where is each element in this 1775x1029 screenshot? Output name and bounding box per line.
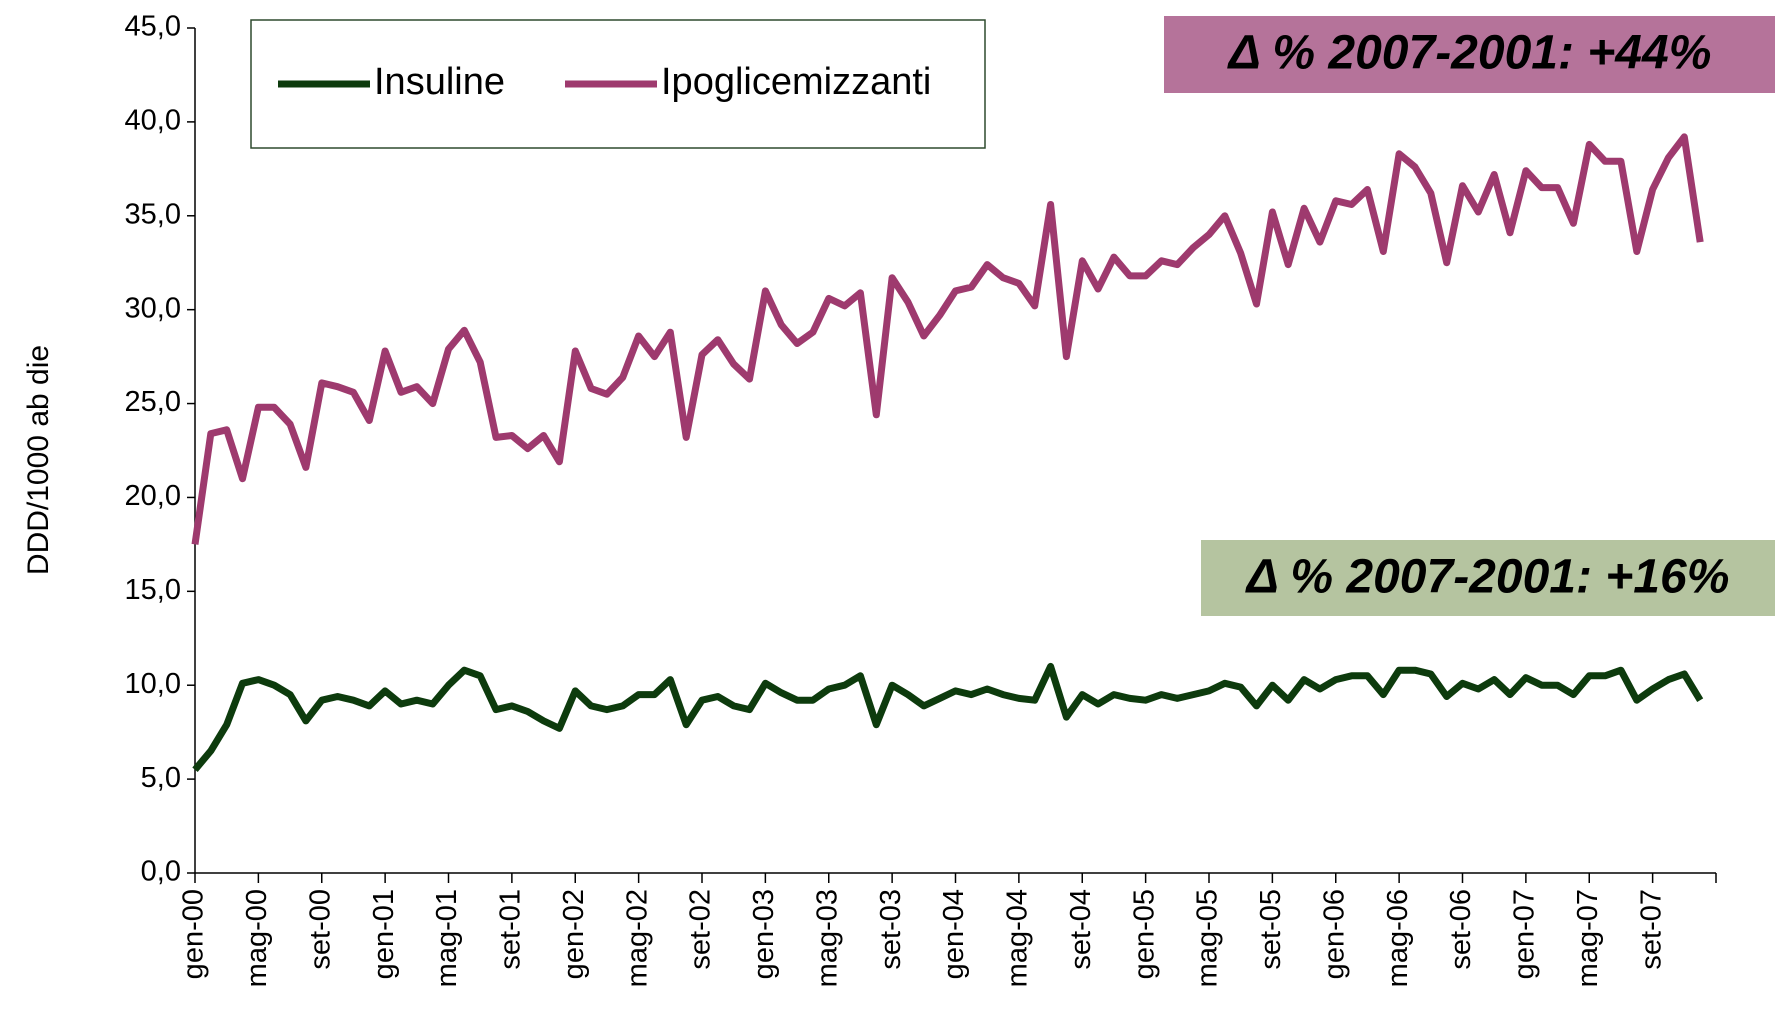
x-tick-label: gen-02 [558, 889, 590, 979]
legend-label: Insuline [374, 61, 505, 103]
x-tick-label: gen-03 [748, 889, 780, 979]
y-tick-label: 35,0 [125, 198, 181, 230]
annotation-box [1164, 16, 1775, 93]
x-tick-label: set-03 [875, 889, 907, 970]
x-tick-label: set-05 [1255, 889, 1287, 970]
legend-label: Ipoglicemizzanti [661, 61, 931, 103]
annotation-box [1201, 540, 1775, 616]
y-tick-label: 0,0 [141, 856, 181, 888]
y-tick-label: 25,0 [125, 386, 181, 418]
y-axis-label: DDD/1000 ab die [22, 345, 55, 575]
x-tick-label: gen-06 [1318, 889, 1350, 979]
x-tick-label: mag-01 [431, 889, 463, 987]
x-tick-label: gen-00 [178, 889, 210, 979]
x-tick-label: mag-05 [1192, 889, 1224, 987]
x-tick-label: set-04 [1065, 889, 1097, 970]
x-tick-label: set-06 [1445, 889, 1477, 970]
y-tick-label: 45,0 [125, 11, 181, 43]
y-tick-label: 15,0 [125, 574, 181, 606]
x-tick-label: mag-07 [1572, 889, 1604, 987]
x-tick-label: gen-01 [368, 889, 400, 979]
x-tick-label: set-07 [1635, 889, 1667, 970]
legend [250, 19, 986, 149]
annotation: Δ % 2007-2001: +44% [1227, 27, 1712, 80]
series-line [191, 133, 1704, 545]
x-tick-label: gen-05 [1128, 889, 1160, 979]
y-tick-label: 30,0 [125, 292, 181, 324]
x-tick-label: gen-07 [1509, 889, 1541, 979]
x-tick-label: mag-02 [621, 889, 653, 987]
x-tick-label: mag-03 [811, 889, 843, 987]
y-tick-label: 5,0 [141, 762, 181, 794]
y-tick-label: 40,0 [125, 105, 181, 137]
y-tick-label: 20,0 [125, 480, 181, 512]
series-line [192, 662, 1704, 772]
annotation: Δ % 2007-2001: +16% [1245, 551, 1730, 604]
x-tick-label: set-01 [495, 889, 527, 970]
x-tick-label: set-02 [685, 889, 717, 970]
x-tick-label: mag-06 [1382, 889, 1414, 987]
x-tick-label: gen-04 [938, 889, 970, 979]
x-tick-label: set-00 [304, 889, 336, 970]
x-tick-label: mag-00 [241, 889, 273, 987]
x-tick-label: mag-04 [1002, 889, 1034, 987]
y-tick-label: 10,0 [125, 668, 181, 700]
